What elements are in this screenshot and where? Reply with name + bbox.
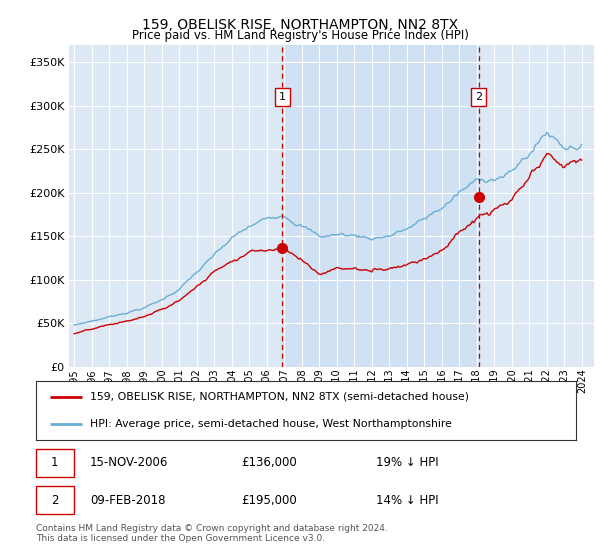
Text: 1: 1	[51, 456, 59, 469]
Text: 1: 1	[278, 92, 286, 102]
Text: 14% ↓ HPI: 14% ↓ HPI	[376, 494, 439, 507]
Text: 2: 2	[475, 92, 482, 102]
Text: Price paid vs. HM Land Registry's House Price Index (HPI): Price paid vs. HM Land Registry's House …	[131, 29, 469, 42]
Text: HPI: Average price, semi-detached house, West Northamptonshire: HPI: Average price, semi-detached house,…	[90, 419, 452, 429]
Text: Contains HM Land Registry data © Crown copyright and database right 2024.
This d: Contains HM Land Registry data © Crown c…	[36, 524, 388, 543]
Bar	[282, 45, 479, 367]
Text: 15-NOV-2006: 15-NOV-2006	[90, 456, 169, 469]
Text: 19% ↓ HPI: 19% ↓ HPI	[376, 456, 439, 469]
Text: £136,000: £136,000	[241, 456, 297, 469]
FancyBboxPatch shape	[36, 449, 74, 477]
Text: 159, OBELISK RISE, NORTHAMPTON, NN2 8TX (semi-detached house): 159, OBELISK RISE, NORTHAMPTON, NN2 8TX …	[90, 391, 469, 402]
Text: 2: 2	[51, 494, 59, 507]
Text: 159, OBELISK RISE, NORTHAMPTON, NN2 8TX: 159, OBELISK RISE, NORTHAMPTON, NN2 8TX	[142, 18, 458, 32]
FancyBboxPatch shape	[36, 487, 74, 515]
Text: £195,000: £195,000	[241, 494, 297, 507]
Text: 09-FEB-2018: 09-FEB-2018	[90, 494, 166, 507]
